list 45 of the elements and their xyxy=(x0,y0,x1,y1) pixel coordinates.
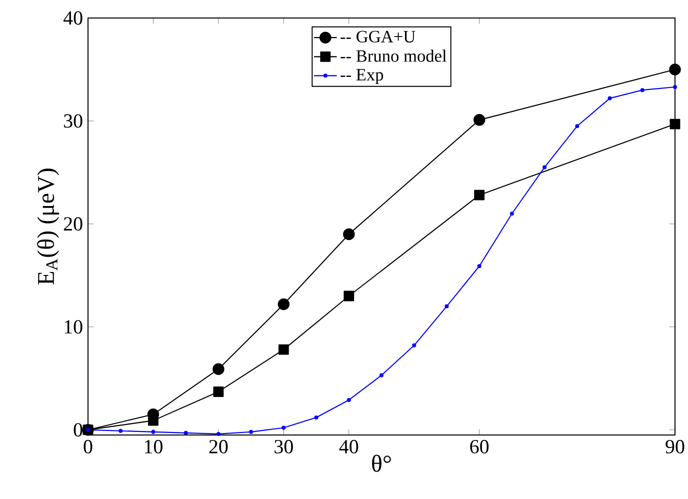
point xyxy=(473,114,486,126)
y-axis-title: E$_{A}$(θ) (μeV) xyxy=(37,168,60,285)
point xyxy=(669,64,681,76)
point xyxy=(510,212,514,216)
point xyxy=(278,298,290,310)
point xyxy=(213,386,224,397)
x-tick-label: 90 xyxy=(666,440,684,454)
point xyxy=(216,432,220,436)
y-tick-label: 0 xyxy=(74,423,82,437)
x-tick-label: 60 xyxy=(470,440,489,454)
x-tick-label: 10 xyxy=(144,440,162,454)
point xyxy=(670,118,680,130)
point xyxy=(380,373,384,378)
point xyxy=(477,264,482,268)
x-axis-title: θ° xyxy=(372,454,391,472)
x-tick-label: 20 xyxy=(209,440,228,454)
point xyxy=(314,415,318,420)
legend-label: -- Exp xyxy=(340,69,384,84)
legend-label: -- Bruno model xyxy=(340,50,446,62)
point xyxy=(249,430,254,434)
point xyxy=(344,290,354,302)
point xyxy=(474,190,485,200)
point xyxy=(282,426,286,430)
point xyxy=(640,88,644,92)
point xyxy=(184,430,188,435)
x-tick-label: 0 xyxy=(84,440,92,454)
y-tick-label: 30 xyxy=(64,114,82,128)
point xyxy=(212,363,224,375)
point xyxy=(412,343,416,348)
x-tick-label: 40 xyxy=(339,440,358,454)
point xyxy=(575,124,580,128)
x-tick-label: 30 xyxy=(274,440,293,454)
y-tick-label: 20 xyxy=(64,217,82,231)
y-tick-label: 40 xyxy=(63,11,82,25)
point xyxy=(343,228,355,240)
point xyxy=(542,165,547,170)
point xyxy=(346,398,351,402)
point xyxy=(444,304,449,308)
point xyxy=(151,430,156,434)
legend-label: -- GGA+U xyxy=(340,30,416,42)
point xyxy=(608,96,612,100)
point xyxy=(673,84,678,89)
point xyxy=(278,344,289,355)
y-tick-label: 10 xyxy=(64,320,82,334)
point xyxy=(118,428,123,433)
